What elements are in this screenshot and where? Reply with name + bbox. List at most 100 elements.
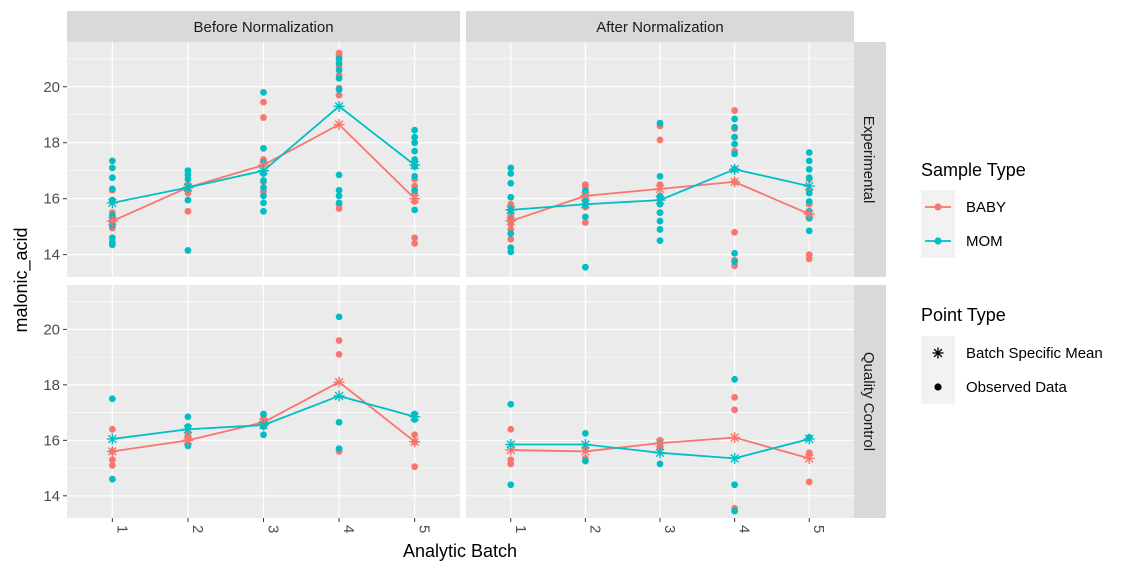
y-tick-label: 14 — [43, 488, 60, 505]
mean-marker-baby — [106, 215, 118, 227]
observed-point-mom — [581, 457, 589, 465]
observed-point-mom — [335, 313, 343, 321]
column-strip-after — [466, 11, 854, 42]
observed-point-baby — [260, 114, 267, 121]
observed-point-mom — [507, 179, 515, 187]
mean-marker-baby — [182, 434, 194, 446]
observed-point-mom — [656, 217, 664, 225]
mean-marker-baby — [803, 452, 815, 464]
observed-point-mom — [656, 460, 664, 468]
observed-point-mom — [507, 164, 515, 172]
mean-marker-mom — [333, 390, 345, 402]
observed-point-mom — [411, 186, 419, 194]
observed-point-mom — [260, 410, 267, 418]
observed-point-baby — [507, 235, 515, 243]
observed-point-mom — [656, 119, 664, 127]
panel-before-experimental: 14 16 18 20 — [43, 42, 460, 277]
x-tick-label: 5 — [416, 525, 433, 533]
observed-point-mom — [335, 171, 343, 179]
observed-point-mom — [108, 475, 116, 483]
panels-layer: 14 16 18 20 14 16 18 20 1 2 3 4 5 1 2 3 4 5 — [43, 42, 854, 533]
y-tick-label: 14 — [43, 247, 60, 264]
observed-point-mom — [507, 244, 515, 252]
observed-point-baby — [581, 181, 589, 189]
observed-point-mom — [411, 172, 419, 180]
x-tick-label: 1 — [512, 525, 529, 533]
observed-point-mom — [335, 192, 343, 200]
observed-point-baby — [335, 91, 343, 99]
observed-point-mom — [507, 400, 515, 408]
row-strip-experimental-label: Experimental — [860, 116, 877, 204]
x-tick-label: 3 — [661, 525, 678, 533]
legend-point-type-title: Point Type — [921, 305, 1006, 325]
observed-point-baby — [411, 234, 419, 242]
observed-point-mom — [805, 227, 813, 235]
observed-point-baby — [731, 406, 739, 414]
observed-point-mom — [805, 189, 813, 197]
observed-point-mom — [108, 395, 116, 403]
observed-point-mom — [335, 418, 343, 426]
mean-marker-mom — [106, 197, 118, 209]
x-axis-title: Analytic Batch — [403, 541, 517, 561]
mean-marker-baby — [333, 376, 345, 388]
mean-marker-mom — [409, 411, 421, 423]
legend-sample-type-title: Sample Type — [921, 160, 1026, 180]
legend-label-observed: Observed Data — [966, 379, 1068, 396]
observed-point-mom — [581, 263, 589, 271]
x-tick-label: 2 — [189, 525, 206, 533]
mean-marker-mom — [654, 194, 666, 206]
observed-point-mom — [411, 156, 419, 163]
x-tick-label: 2 — [586, 525, 603, 533]
observed-point-mom — [260, 88, 267, 96]
observed-point-mom — [507, 230, 515, 238]
observed-point-mom — [731, 123, 739, 131]
observed-point-baby — [335, 350, 343, 358]
observed-point-baby — [411, 240, 419, 247]
column-strip-before-label: Before Normalization — [193, 19, 333, 36]
mean-marker-mom — [803, 180, 815, 192]
mean-marker-baby — [409, 436, 421, 448]
legend-key-mean-asterisk — [932, 347, 944, 359]
observed-point-mom — [260, 184, 267, 191]
observed-point-mom — [411, 147, 419, 155]
observed-point-baby — [260, 98, 267, 106]
observed-point-mom — [731, 140, 739, 148]
mean-marker-baby — [729, 176, 741, 188]
observed-point-mom — [335, 86, 343, 93]
x-tick-label: 5 — [810, 525, 827, 533]
observed-point-mom — [805, 165, 813, 173]
mean-marker-mom — [729, 452, 741, 464]
legend-label-mean: Batch Specific Mean — [966, 345, 1103, 362]
mean-marker-baby — [409, 193, 421, 205]
observed-point-baby — [411, 431, 419, 439]
column-strip-after-label: After Normalization — [596, 19, 724, 36]
observed-point-mom — [184, 442, 192, 450]
observed-point-mom — [507, 170, 515, 177]
observed-point-mom — [411, 126, 419, 134]
legend-key-observed-dot — [934, 383, 942, 391]
legend-label-mom: MOM — [966, 233, 1003, 250]
legend-key-mom-dot — [934, 237, 942, 245]
observed-point-mom — [260, 144, 267, 152]
mean-marker-baby — [106, 445, 118, 457]
observed-point-mom — [335, 445, 343, 453]
mean-marker-baby — [505, 215, 517, 227]
mean-marker-baby — [654, 437, 666, 449]
observed-point-mom — [184, 413, 192, 421]
observed-point-baby — [184, 207, 192, 215]
observed-point-mom — [731, 150, 739, 158]
observed-point-mom — [260, 431, 267, 439]
mean-marker-baby — [333, 119, 345, 131]
panel-after-quality: 1 2 3 4 5 — [466, 285, 854, 533]
observed-point-mom — [411, 139, 419, 147]
mean-marker-mom — [505, 204, 517, 216]
panel-after-experimental — [466, 42, 854, 277]
observed-point-baby — [656, 136, 664, 144]
observed-point-baby — [507, 200, 515, 208]
observed-point-mom — [260, 177, 267, 184]
observed-point-mom — [805, 198, 813, 205]
observed-point-baby — [335, 337, 343, 344]
row-strip-quality-control-label: Quality Control — [860, 352, 877, 451]
observed-point-mom — [805, 157, 813, 165]
